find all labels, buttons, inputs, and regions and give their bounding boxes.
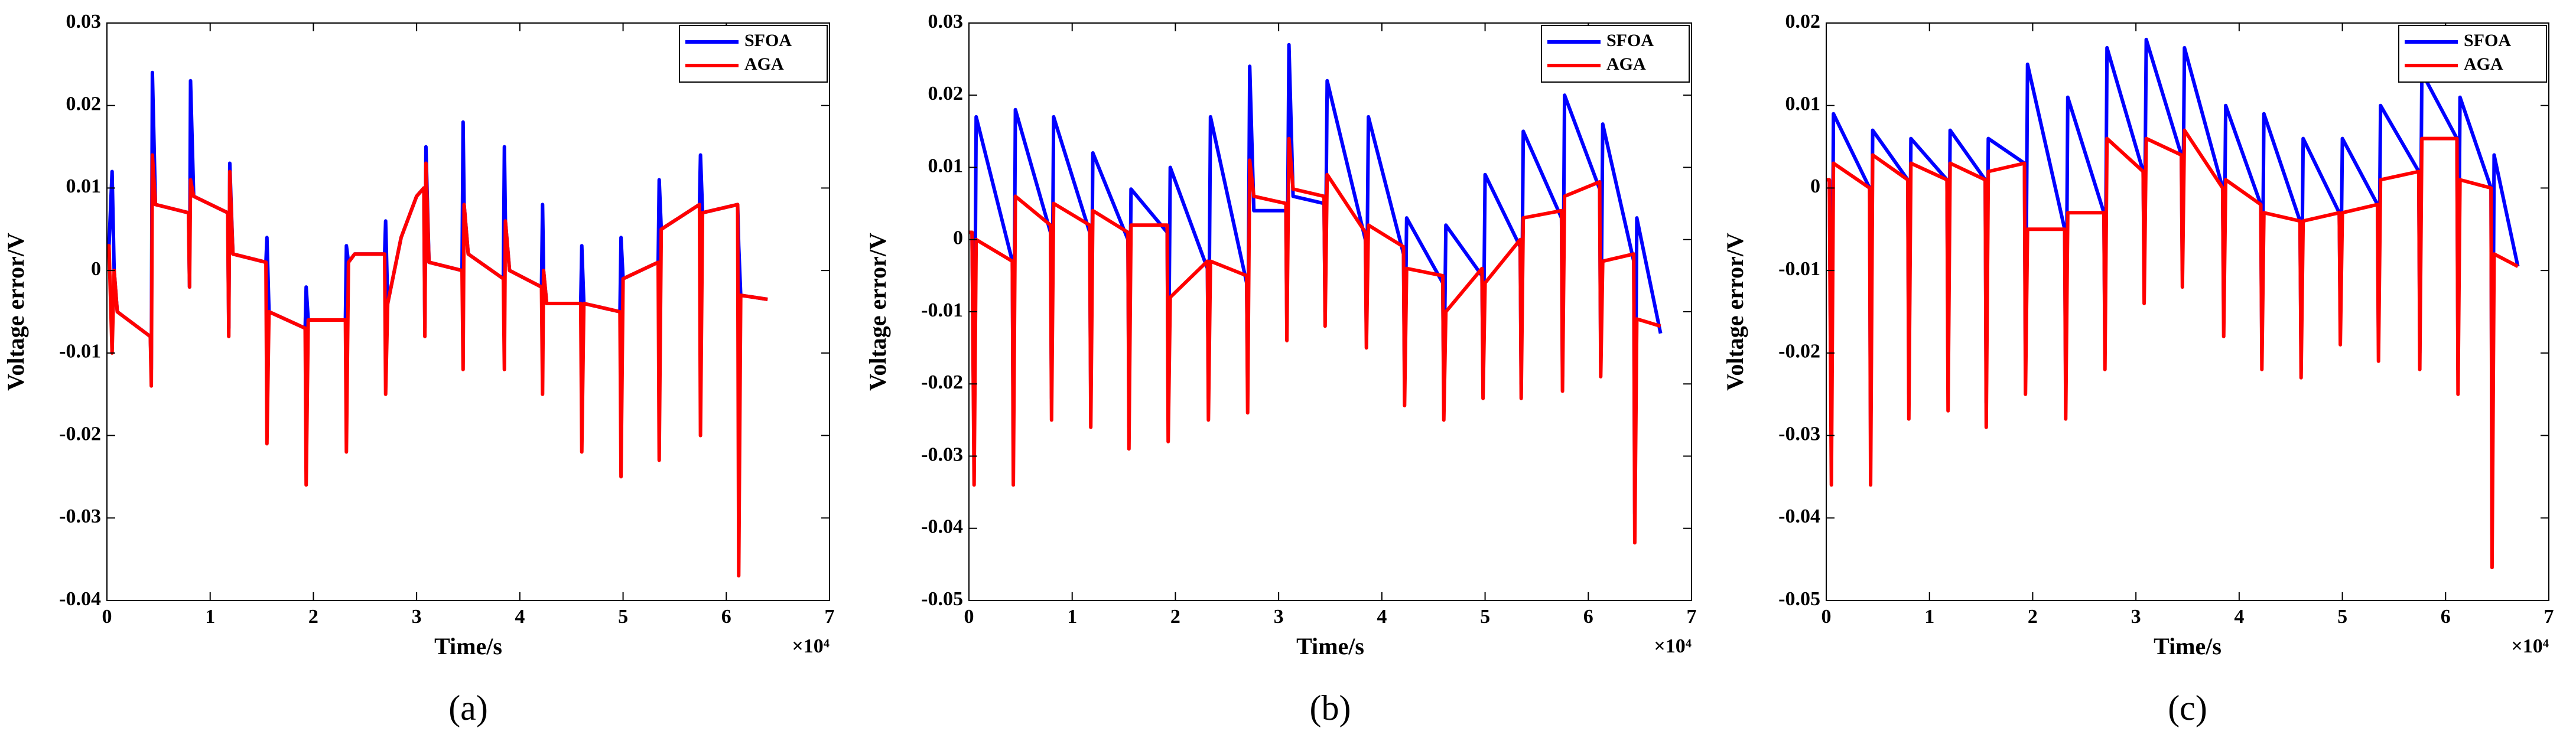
- plot-area: [107, 23, 830, 600]
- y-tick-label: 0: [91, 258, 101, 280]
- x-tick-label: 1: [205, 606, 215, 628]
- x-tick-label: 2: [2028, 606, 2038, 628]
- series-line: [969, 43, 1663, 516]
- y-axis-label: Voltage error/V: [2, 233, 29, 391]
- y-tick-label: -0.01: [59, 341, 101, 363]
- legend-label: SFOA: [2464, 31, 2511, 50]
- series-line: [1826, 37, 2520, 537]
- y-tick-label: -0.03: [1778, 423, 1820, 445]
- x-tick-label: 3: [1274, 606, 1284, 628]
- y-tick-label: 0.01: [1785, 93, 1821, 115]
- x-tick-label: 2: [1170, 606, 1180, 628]
- y-tick-label: 0.02: [928, 83, 964, 105]
- y-tick-label: -0.04: [1778, 505, 1820, 527]
- x-axis-label: Time/s: [434, 633, 502, 660]
- y-tick-label: -0.03: [59, 505, 101, 527]
- y-tick-label: -0.05: [1778, 588, 1820, 610]
- legend-label: SFOA: [744, 31, 792, 50]
- x-tick-label: 5: [1480, 606, 1490, 628]
- legend-box: [2398, 25, 2547, 83]
- x-tick-label: 5: [2337, 606, 2347, 628]
- x-multiplier: ×10⁴: [1654, 635, 1692, 657]
- caption: (b): [1310, 688, 1351, 727]
- caption: (a): [448, 688, 488, 727]
- x-tick-label: 0: [1822, 606, 1832, 628]
- legend-box: [1541, 25, 1690, 83]
- x-tick-label: 3: [412, 606, 422, 628]
- y-tick-label: -0.02: [1778, 341, 1820, 363]
- x-tick-label: 3: [2131, 606, 2141, 628]
- x-tick-label: 5: [618, 606, 628, 628]
- panel: -0.05 -0.04 -0.03 -0.02 -0.01 0 0.01 0.02 0 1 2 3 4 5…: [1722, 11, 2554, 727]
- x-axis-label: Time/s: [1296, 633, 1364, 660]
- x-tick-label: 0: [102, 606, 112, 628]
- x-tick-label: 7: [1687, 606, 1697, 628]
- y-tick-label: -0.04: [59, 588, 101, 610]
- legend-label: AGA: [744, 54, 784, 74]
- x-multiplier: ×10⁴: [2511, 635, 2549, 657]
- x-multiplier: ×10⁴: [792, 635, 830, 657]
- y-tick-label: 0.02: [1785, 11, 1821, 32]
- x-tick-label: 7: [2544, 606, 2554, 628]
- y-tick-label: 0: [953, 227, 963, 249]
- caption: (c): [2168, 688, 2207, 727]
- y-tick-label: -0.02: [921, 371, 963, 393]
- panel: -0.04 -0.03 -0.02 -0.01 0 0.01 0.02 0.03 0 1 2 3 4 5 6…: [2, 11, 834, 727]
- legend-label: AGA: [1606, 54, 1646, 74]
- y-tick-label: -0.02: [59, 423, 101, 445]
- plot-area: [969, 23, 1692, 600]
- x-tick-label: 4: [2234, 606, 2244, 628]
- panel: -0.05 -0.04 -0.03 -0.02 -0.01 0 0.01 0.02 0.03 0 1…: [864, 11, 1696, 727]
- y-tick-label: 0.03: [928, 11, 964, 32]
- y-tick-label: 0.03: [66, 11, 102, 32]
- x-tick-label: 0: [964, 606, 974, 628]
- x-tick-label: 7: [825, 606, 835, 628]
- x-tick-label: 6: [721, 606, 731, 628]
- x-tick-label: 4: [515, 606, 525, 628]
- legend-label: AGA: [2464, 54, 2503, 74]
- y-tick-label: 0: [1810, 175, 1820, 197]
- y-axis-label: Voltage error/V: [1722, 233, 1748, 391]
- y-tick-label: -0.05: [921, 588, 963, 610]
- y-axis-label: Voltage error/V: [864, 233, 891, 391]
- y-tick-label: 0.02: [66, 93, 102, 115]
- legend-label: SFOA: [1606, 31, 1654, 50]
- y-tick-label: -0.01: [1778, 258, 1820, 280]
- x-tick-label: 6: [2441, 606, 2451, 628]
- y-tick-label: -0.04: [921, 516, 963, 538]
- y-tick-label: 0.01: [66, 175, 102, 197]
- x-tick-label: 1: [1924, 606, 1934, 628]
- legend-box: [679, 25, 828, 83]
- y-tick-label: -0.01: [921, 299, 963, 321]
- x-tick-label: 6: [1583, 606, 1593, 628]
- series-line: [107, 153, 768, 578]
- axes-box: [106, 22, 830, 601]
- axes-box: [1826, 22, 2549, 601]
- x-tick-label: 2: [308, 606, 318, 628]
- y-tick-label: 0.01: [928, 155, 964, 177]
- series-line: [1826, 128, 2519, 570]
- x-tick-label: 1: [1067, 606, 1077, 628]
- x-axis-label: Time/s: [2154, 633, 2222, 660]
- x-tick-label: 4: [1377, 606, 1387, 628]
- y-tick-label: -0.03: [921, 443, 963, 465]
- series-line: [969, 136, 1661, 545]
